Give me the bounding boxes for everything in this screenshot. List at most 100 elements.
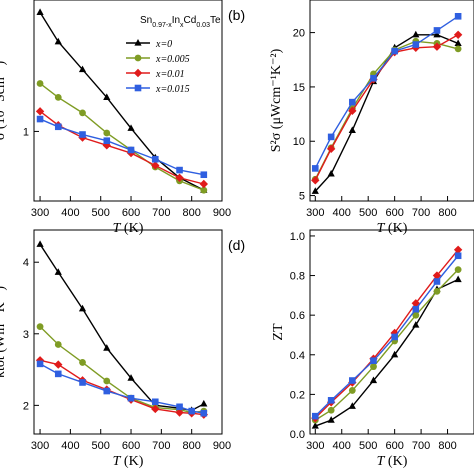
series-3-point-4-marker: [127, 146, 135, 154]
series-0-point-4-marker: [127, 124, 135, 131]
y-axis-label: κtot (Wm⁻¹K⁻¹): [0, 286, 8, 378]
series-0-point-2-marker: [348, 402, 356, 409]
series-1-point-3-marker: [103, 377, 111, 385]
panel-c-kappa: 300 400 500 600 700 800 900 2 3 4 T (K) κtot (Wm⁻¹K…: [0, 229, 231, 469]
x-tick-label: 900: [213, 207, 231, 219]
series-3-point-3-marker: [370, 357, 377, 365]
series-3-point-5-marker: [412, 305, 420, 313]
series-2-point-0-marker: [311, 176, 320, 185]
legend-entry-3: x=0.015: [155, 84, 190, 95]
x-tick-label: 700: [412, 440, 430, 452]
y-tick-label: 0.2: [290, 389, 305, 401]
series-line-x=0.01: [314, 34, 459, 181]
x-tick-label: 400: [333, 207, 351, 219]
x-tick-label: 600: [385, 440, 403, 452]
panel-d-zt: 300 400 500 600 700 800 0.0 0.2 0.4 0.6 0.8 1.0 T (K…: [228, 229, 474, 469]
series-3-point-6-marker: [176, 166, 183, 174]
series-3-point-7-marker: [454, 12, 462, 20]
series-0-point-5-marker: [412, 30, 420, 38]
series-3-point-0-marker: [311, 412, 319, 420]
series-group: [35, 8, 209, 194]
x-tick-label: 400: [61, 207, 79, 219]
series-2-point-1-marker: [54, 360, 63, 369]
y-tick-label: 0.6: [290, 310, 305, 322]
plot-frame: [309, 229, 474, 435]
x-tick-label: 300: [306, 207, 324, 219]
series-3-point-2-marker: [349, 98, 356, 106]
series-3-point-8-marker: [200, 409, 208, 417]
series-0-point-2-marker: [348, 126, 356, 133]
series-2-point-6-marker: [175, 408, 184, 417]
series-group: [311, 245, 463, 429]
series-0-point-6-marker: [433, 30, 441, 38]
legend-formula: Sn0.97-xInxCd0.03Te: [140, 15, 221, 29]
series-line-x=0.015: [314, 15, 459, 169]
series-0-point-1-marker: [327, 169, 335, 177]
series-3-point-0-marker: [311, 165, 319, 172]
series-3-point-3-marker: [103, 387, 111, 395]
series-0-point-3-marker: [103, 93, 111, 101]
x-tick-label: 900: [213, 440, 231, 452]
series-3-point-1-marker: [54, 370, 62, 378]
series-line-x=0.015: [314, 255, 459, 417]
series-3-point-0-marker: [36, 115, 44, 123]
series-1-point-2-marker: [348, 387, 356, 394]
x-axis-label: T (K): [113, 454, 144, 469]
y-tick-label: 5: [299, 191, 305, 203]
y-tick-label: 4: [23, 257, 29, 269]
series-line-x=0.015: [39, 118, 204, 176]
x-tick-label: 600: [122, 207, 140, 219]
series-3-point-4-marker: [391, 47, 398, 55]
series-legend-point-1-marker: [134, 54, 142, 62]
legend-entry-0: x=0: [155, 39, 172, 50]
series-line-x=0.005: [39, 326, 204, 414]
x-axis-label: T (K): [377, 454, 408, 469]
series-3-point-4-marker: [391, 333, 398, 341]
series-2-point-6-marker: [432, 42, 442, 51]
y-tick-label: 15: [293, 82, 305, 94]
series-2-point-1-marker: [326, 144, 336, 154]
series-3-point-6-marker: [433, 27, 441, 34]
series-1-point-1-marker: [54, 94, 62, 101]
series-3-point-2-marker: [349, 377, 356, 384]
series-3-point-1-marker: [327, 133, 335, 141]
series-line-x=0.005: [39, 82, 205, 191]
series-1-point-3-marker: [370, 363, 377, 371]
y-tick-label: 2: [23, 400, 29, 412]
x-tick-label: 500: [359, 440, 377, 452]
legend-entry-2: x=0.01: [155, 69, 185, 80]
series-3-point-1-marker: [327, 397, 335, 404]
series-0-point-0-marker: [311, 187, 319, 194]
series-2-point-5-marker: [151, 161, 160, 170]
x-tick-label: 500: [92, 440, 110, 452]
series-1-point-6-marker: [433, 287, 441, 295]
series-0-point-2-marker: [78, 65, 87, 73]
series-1-point-7-marker: [454, 45, 462, 53]
series-1-point-1-marker: [327, 406, 335, 414]
series-0-point-0-marker: [311, 422, 319, 429]
series-2-point-6-marker: [175, 173, 184, 183]
y-axis-label: σ (10⁴ Scm⁻¹): [0, 61, 8, 141]
series-1-point-2-marker: [79, 359, 86, 366]
y-tick-label: 0.8: [290, 271, 305, 283]
series-legend-point-3-marker: [134, 84, 142, 92]
y-tick-label: 0.4: [290, 350, 305, 362]
series-1-point-0-marker: [36, 323, 44, 331]
series-0-point-1-marker: [54, 268, 62, 275]
series-legend-point-2-marker: [133, 68, 143, 78]
series-3-point-3-marker: [103, 137, 111, 144]
x-tick-label: 700: [152, 207, 170, 219]
series-3-point-5-marker: [151, 398, 159, 406]
series-2-point-7-marker: [199, 179, 209, 189]
series-0-point-1-marker: [54, 37, 62, 45]
plot-frame: [309, 0, 474, 202]
y-axis-label: S²σ (μWcm⁻¹K⁻²): [269, 48, 284, 152]
y-tick-label: 1: [23, 126, 29, 138]
series-line-x=0.01: [39, 110, 204, 185]
series-1-point-1-marker: [54, 341, 62, 348]
panel-letter: (b): [228, 7, 245, 23]
series-3-point-4-marker: [127, 394, 135, 402]
y-tick-label: 20: [293, 28, 305, 40]
series-0-point-7-marker: [454, 39, 462, 47]
legend: Sn0.97-xInxCd0.03Te x=0 x=0.005 x=0.01 x=0.0…: [126, 15, 221, 95]
